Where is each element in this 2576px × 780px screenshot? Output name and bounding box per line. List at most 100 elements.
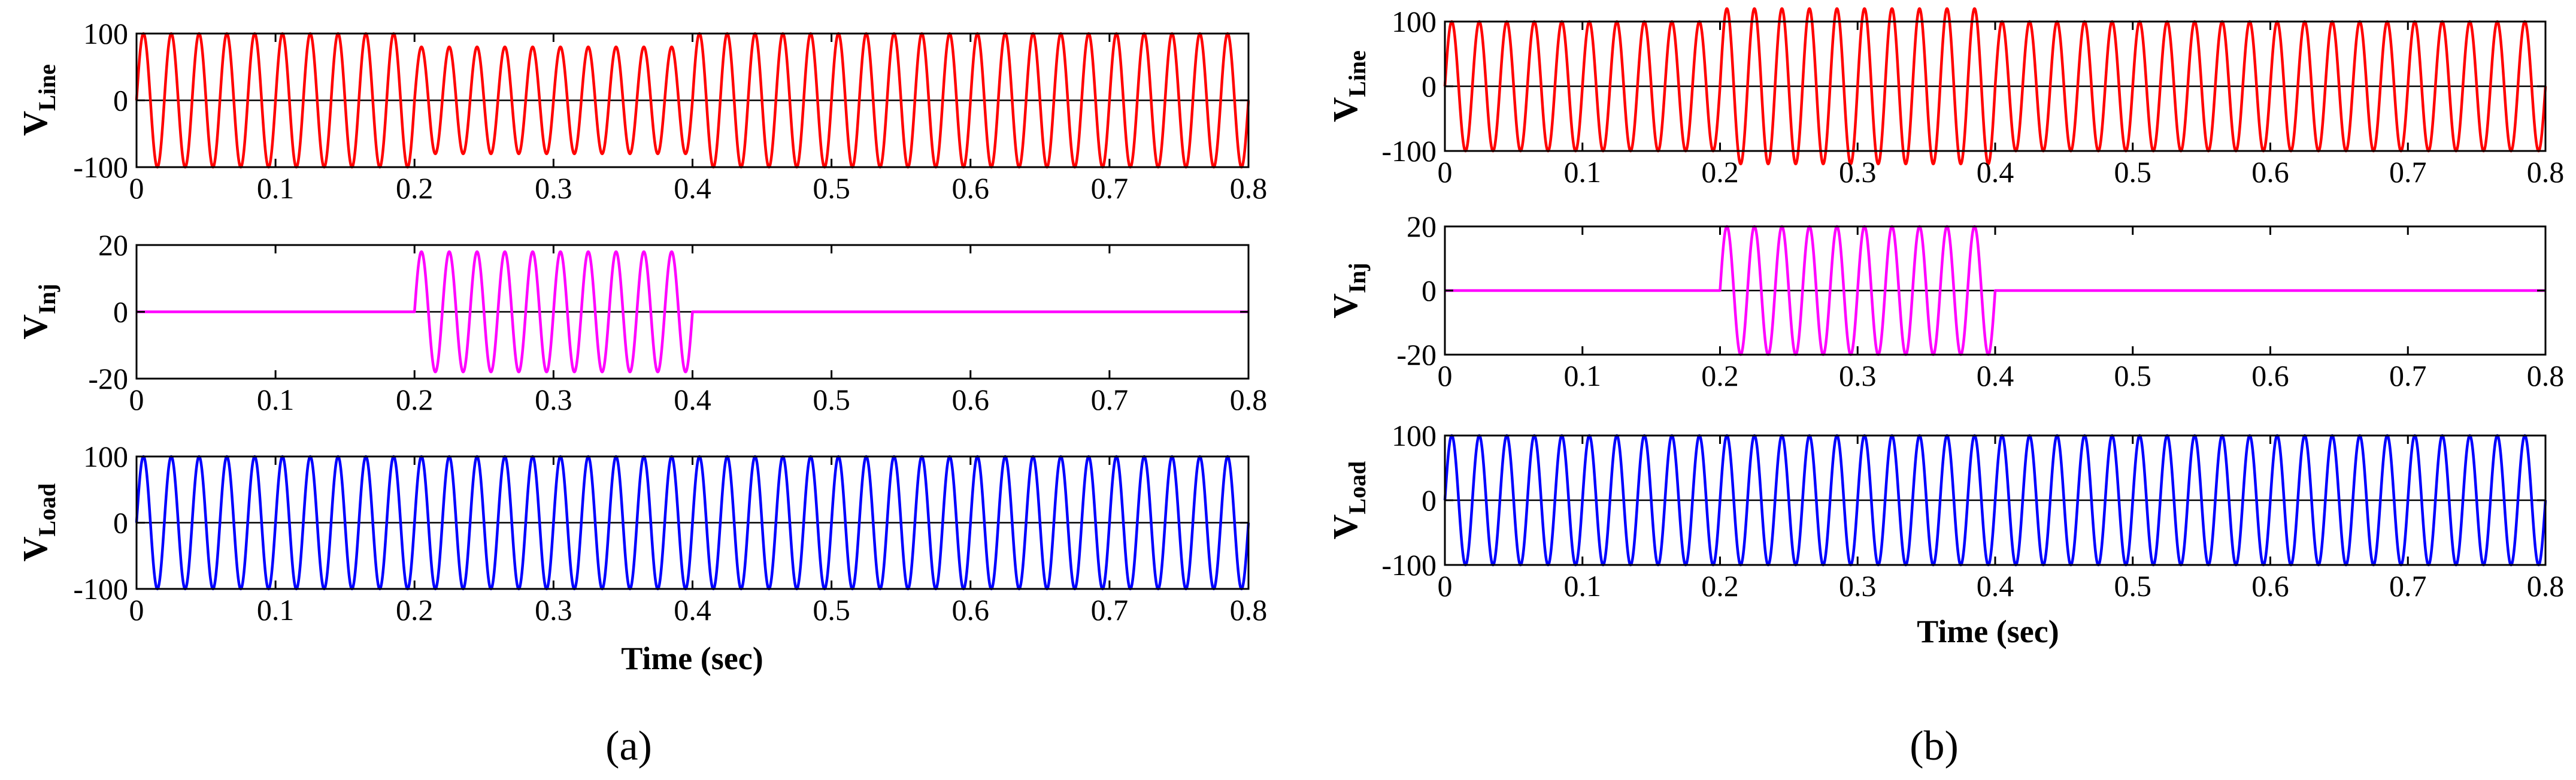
x-axis-label: Time (sec) [1917,613,2059,649]
x-tick-label: 0.7 [1091,593,1129,627]
x-tick-label: 0.6 [2251,359,2289,392]
x-tick-label: 0.2 [396,383,434,416]
x-tick-label: 0.8 [1230,171,1268,205]
x-tick-label: 0.5 [813,593,850,627]
x-tick-label: 0.4 [674,171,711,205]
x-tick-label: 0.1 [1564,569,1602,603]
y-tick-label: -100 [1381,134,1437,168]
x-tick-label: 0 [129,593,144,627]
x-tick-label: 0 [1438,359,1453,392]
x-tick-label: 0.4 [1977,569,2014,603]
x-tick-label: 0.4 [1977,155,2014,189]
y-tick-label: 20 [1407,210,1437,243]
x-tick-label: 0.1 [1564,155,1602,189]
y-tick-label: -100 [1381,548,1437,582]
y-axis-label: VLine [16,64,60,136]
x-tick-label: 0.4 [674,383,711,416]
y-tick-label: -20 [88,362,128,395]
y-tick-label: 0 [113,84,128,117]
y-tick-label: 20 [98,228,128,262]
x-tick-label: 0.1 [257,383,295,416]
series-line [135,455,1250,591]
x-axis-label: Time (sec) [621,640,763,676]
x-tick-label: 0.7 [1091,383,1129,416]
x-tick-label: 0.5 [813,171,850,205]
x-tick-label: 0 [129,383,144,416]
y-tick-label: -100 [73,150,128,184]
x-tick-label: 0.6 [2251,569,2289,603]
y-axis-label: VLoad [16,483,60,562]
x-tick-label: 0.2 [396,171,434,205]
x-tick-label: 0.6 [952,593,990,627]
x-tick-label: 0.3 [535,383,572,416]
x-tick-label: 0.2 [1701,359,1739,392]
x-tick-label: 0.6 [2251,155,2289,189]
x-tick-label: 0.3 [535,171,572,205]
x-tick-label: 0.7 [2389,155,2427,189]
y-tick-label: 0 [113,506,128,540]
x-tick-label: 0.7 [1091,171,1129,205]
y-tick-label: 0 [1422,274,1437,307]
series-line [1444,225,2547,356]
x-tick-label: 0.5 [2114,569,2152,603]
x-tick-label: 0.4 [674,593,711,627]
y-axis-label: VInj [16,283,60,339]
y-tick-label: 0 [1422,483,1437,517]
x-tick-label: 0.2 [1701,155,1739,189]
x-tick-label: 0 [1438,155,1453,189]
y-tick-label: 0 [1422,69,1437,103]
series-line [1443,7,2547,165]
x-tick-label: 0.4 [1977,359,2014,392]
y-tick-label: 100 [1392,5,1437,38]
x-tick-label: 0.1 [257,593,295,627]
x-tick-label: 0.8 [1230,383,1268,416]
x-tick-label: 0.3 [1839,359,1877,392]
y-axis-label: VLine [1326,50,1371,122]
x-tick-label: 0 [129,171,144,205]
x-tick-label: 0.5 [813,383,850,416]
x-tick-label: 0.7 [2389,359,2427,392]
x-tick-label: 0.7 [2389,569,2427,603]
panel-label-b: (b) [1910,723,1959,769]
x-tick-label: 0.3 [1839,155,1877,189]
x-tick-label: 0.8 [1230,593,1268,627]
y-tick-label: 0 [113,295,128,329]
y-tick-label: 100 [83,17,128,50]
x-tick-label: 0.1 [257,171,295,205]
x-tick-label: 0.2 [396,593,434,627]
series-line [135,32,1250,169]
y-axis-label: VLoad [1326,461,1371,540]
x-tick-label: 0.5 [2114,155,2152,189]
x-tick-label: 0.3 [535,593,572,627]
y-tick-label: 100 [1392,419,1437,452]
x-tick-label: 0.6 [952,171,990,205]
x-tick-label: 0.5 [2114,359,2152,392]
x-tick-label: 0.8 [2527,155,2565,189]
x-tick-label: 0 [1438,569,1453,603]
series-line [1443,434,2547,567]
y-tick-label: -20 [1396,338,1437,371]
x-tick-label: 0.2 [1701,569,1739,603]
series-line [135,250,1250,374]
x-tick-label: 0.8 [2527,359,2565,392]
panel-label-a: (a) [605,723,652,769]
x-tick-label: 0.1 [1564,359,1602,392]
x-tick-label: 0.3 [1839,569,1877,603]
y-tick-label: -100 [73,572,128,606]
y-axis-label: VInj [1326,262,1371,318]
y-tick-label: 100 [83,440,128,473]
